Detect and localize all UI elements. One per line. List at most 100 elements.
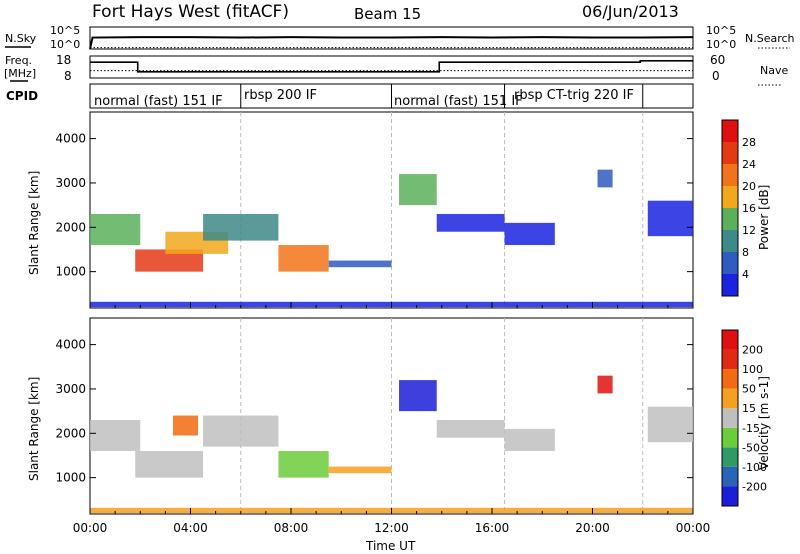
power-y-ticks: 1000 2000 3000 4000 (55, 132, 694, 308)
nsky-label: N.Sky (5, 32, 37, 45)
x-tick-label-4: 16:00 (475, 521, 510, 535)
velocity-colorbar-tick-7: -200 (742, 480, 767, 493)
power-colorbar-tick-5: 24 (742, 158, 756, 171)
power-panel: 1000 2000 3000 4000 Slant Range [km] 4 8 12 16… (27, 111, 771, 309)
velocity-echo-region-3 (203, 415, 279, 447)
power-ylabel: Slant Range [km] (27, 171, 41, 275)
noise-strip: N.Sky 10^5 10^0 10^5 10^0 N.Search (5, 24, 795, 51)
power-echo-region-5 (328, 260, 392, 268)
power-colorbar-swatch-4 (722, 186, 738, 208)
nsearch-label: N.Search (745, 32, 795, 45)
velocity-colorbar-tick-2: 50 (742, 383, 756, 396)
x-axis-label: Time UT (365, 539, 416, 553)
power-colorbar-tick-2: 12 (742, 224, 756, 237)
velocity-y-ticks: 1000 2000 3000 4000 (55, 338, 694, 514)
cpid-segment-1: normal (fast) 151 IF (94, 94, 223, 109)
power-colorbar-label: Power [dB] (757, 185, 771, 250)
velocity-echo-region-6 (399, 380, 437, 412)
velocity-ytick-label-3: 4000 (55, 338, 86, 352)
power-echo-region-7 (436, 213, 505, 232)
noise-tick-right-bottom: 10^0 (706, 38, 736, 51)
power-echo-region-0 (90, 213, 141, 246)
velocity-colorbar-swatch-2 (722, 447, 738, 467)
velocity-echo-region-4 (278, 451, 329, 478)
power-colorbar-frame (721, 119, 739, 297)
power-ytick-label-0: 1000 (55, 265, 86, 279)
power-echo-region-6 (399, 174, 437, 206)
x-axis-ticks: 00:00 04:00 08:00 12:00 16:00 20:00 00:00 (73, 521, 711, 535)
velocity-colorbar-label: Velocity [m s-1] (757, 376, 771, 470)
power-colorbar-swatch-2 (722, 230, 738, 252)
power-colorbar-swatch-6 (722, 142, 738, 164)
velocity-echo-region-7 (436, 419, 505, 438)
velocity-colorbar-swatch-6 (722, 369, 738, 389)
power-colorbar-swatch-5 (722, 164, 738, 186)
velocity-colorbar-swatch-7 (722, 349, 738, 370)
velocity-colorbar-swatch-1 (722, 466, 738, 487)
power-colorbar-swatch-7 (722, 120, 738, 142)
power-colorbar-tick-3: 16 (742, 202, 756, 215)
velocity-colorbar-swatch-8 (722, 330, 738, 350)
velocity-colorbar-tick-4: -15 (742, 422, 760, 435)
velocity-colorbar-tick-6: -100 (742, 461, 767, 474)
power-ytick-label-2: 3000 (55, 176, 86, 190)
velocity-ytick-label-1: 2000 (55, 426, 86, 440)
x-tick-label-1: 04:00 (173, 521, 208, 535)
velocity-colorbar-swatch-0 (722, 486, 738, 506)
velocity-panel: 1000 2000 3000 4000 Slant Range [km] 200 100… (27, 317, 771, 515)
beam-label: Beam 15 (354, 5, 421, 23)
power-colorbar-swatch-3 (722, 208, 738, 230)
x-tick-label-6: 00:00 (676, 521, 711, 535)
velocity-colorbar-frame (721, 329, 739, 507)
nave-label: Nave (760, 64, 788, 77)
velocity-echo-region-1 (135, 451, 204, 478)
power-colorbar-swatch-0 (722, 274, 738, 296)
chart-title: Fort Hays West (fitACF) (92, 2, 289, 22)
power-colorbar-swatch-1 (722, 252, 738, 274)
x-tick-label-5: 20:00 (575, 521, 610, 535)
noise-tick-left-bottom: 10^0 (50, 38, 80, 51)
velocity-echo-region-10 (647, 406, 693, 443)
date-label: 06/Jun/2013 (582, 2, 679, 21)
cpid-segment-4: rbsp CT-trig 220 IF (514, 88, 634, 103)
power-ytick-label-1: 2000 (55, 220, 86, 234)
velocity-colorbar-swatch-5 (722, 388, 738, 409)
velocity-colorbar: 200 100 50 15 -15 -50 -100 -200 (721, 329, 767, 507)
noise-series-nsky (89, 36, 694, 50)
velocity-colorbar-swatch-3 (722, 427, 738, 448)
power-echo-region-9 (597, 169, 613, 188)
x-tick-label-0: 00:00 (73, 521, 108, 535)
freq-unit-label: [MHz] (4, 67, 36, 80)
power-colorbar-tick-1: 8 (742, 246, 749, 259)
power-colorbar-tick-4: 20 (742, 180, 756, 193)
cpid-segment-2: rbsp 200 IF (244, 88, 317, 103)
x-tick-label-2: 08:00 (274, 521, 309, 535)
velocity-ylabel: Slant Range [km] (27, 377, 41, 481)
cpid-label: CPID (6, 89, 38, 103)
power-colorbar-tick-0: 4 (742, 268, 749, 281)
velocity-ytick-label-2: 3000 (55, 382, 86, 396)
velocity-echo-region-9 (597, 375, 613, 394)
freq-strip-frame (89, 55, 694, 79)
velocity-colorbar-tick-3: 15 (742, 402, 756, 415)
velocity-colorbar-tick-1: 100 (742, 363, 763, 376)
velocity-colorbar-tick-5: -50 (742, 441, 760, 454)
power-echo-region-1 (135, 249, 204, 272)
velocity-echo-region-8 (504, 428, 555, 452)
nave-tick-top: 60 (710, 53, 725, 67)
noise-tick-left-top: 10^5 (50, 24, 80, 37)
velocity-echo-region-5 (328, 466, 392, 474)
freq-tick-top: 18 (56, 53, 71, 67)
power-colorbar-tick-6: 28 (742, 136, 756, 149)
power-ytick-label-3: 4000 (55, 132, 86, 146)
velocity-echo-region-0 (90, 419, 141, 452)
x-tick-label-3: 12:00 (374, 521, 409, 535)
velocity-colorbar-tick-0: 200 (742, 344, 763, 357)
cpid-segment-3: normal (fast) 151 IF (394, 94, 523, 109)
velocity-colorbar-swatch-4 (722, 408, 738, 428)
velocity-ytick-label-0: 1000 (55, 471, 86, 485)
nave-tick-bottom: 0 (712, 69, 720, 83)
power-echo-region-10 (647, 200, 693, 237)
power-echo-region-3 (203, 213, 279, 241)
